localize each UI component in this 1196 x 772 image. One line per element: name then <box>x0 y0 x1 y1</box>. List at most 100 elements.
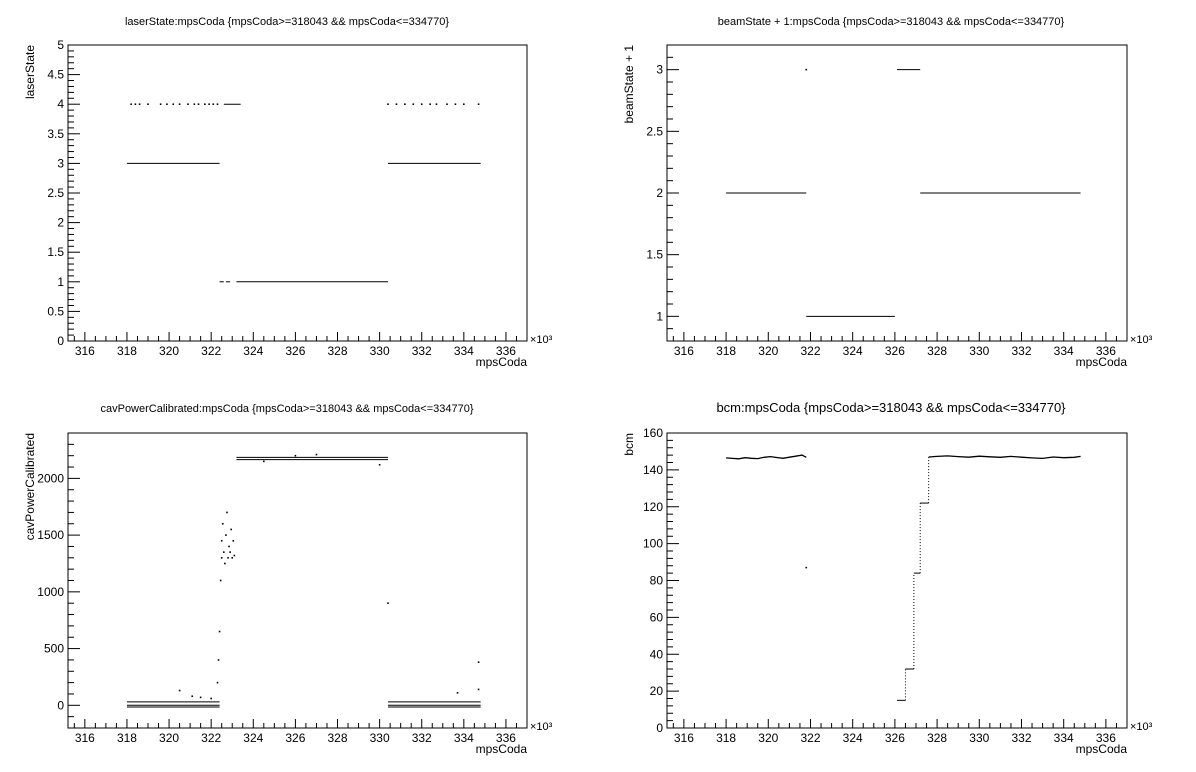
y-tick-label: 3 <box>656 63 663 77</box>
data-point <box>193 103 196 105</box>
chart-title: bcm:mpsCoda {mpsCoda>=318043 && mpsCoda<… <box>716 400 1066 415</box>
y-tick-label: 40 <box>650 647 664 661</box>
y-tick-label: 500 <box>44 642 64 656</box>
chart-title: beamState + 1:mpsCoda {mpsCoda>=318043 &… <box>718 16 1065 28</box>
y-axis-label: cavPowerCalibrated <box>23 433 37 540</box>
x-tick-label: 318 <box>716 344 736 358</box>
data-point <box>159 103 162 105</box>
data-point <box>220 539 223 542</box>
data-point <box>130 103 132 105</box>
y-tick-label: 0 <box>656 721 663 735</box>
data-point <box>208 103 210 105</box>
x-tick-label: 320 <box>159 344 179 358</box>
data-point <box>223 551 225 553</box>
data-point <box>178 689 181 692</box>
y-tick-label: 3 <box>57 156 64 170</box>
data-point <box>294 454 297 457</box>
data-point <box>477 688 480 691</box>
y-tick-label: 2.5 <box>646 124 663 138</box>
y-tick-label: 2 <box>656 186 663 200</box>
y-tick-label: 3.5 <box>47 127 64 141</box>
data-point <box>404 103 406 105</box>
y-tick-label: 4 <box>57 97 64 111</box>
data-point <box>138 103 141 105</box>
x-tick-label: 326 <box>885 344 905 358</box>
data-point <box>226 511 228 514</box>
x-tick-label: 320 <box>758 731 778 745</box>
data-point <box>456 692 459 694</box>
data-point <box>220 557 223 559</box>
data-point <box>216 681 219 684</box>
x-tick-label: 324 <box>243 344 263 358</box>
x-tick-label: 322 <box>800 731 820 745</box>
x-exponent-label: ×10³ <box>1130 334 1153 346</box>
y-axis-label: bcm <box>622 433 636 456</box>
bcm-ramp-transitions <box>904 456 930 701</box>
data-point <box>210 697 212 700</box>
data-point <box>147 103 149 105</box>
data-point <box>172 103 175 105</box>
data-point <box>225 534 227 536</box>
x-tick-label: 318 <box>117 344 137 358</box>
x-tick-label: 334 <box>454 731 474 745</box>
data-point <box>387 103 389 105</box>
x-tick-label: 322 <box>800 344 820 358</box>
x-tick-label: 332 <box>1011 344 1031 358</box>
data-point <box>429 103 431 105</box>
data-line <box>928 455 1081 460</box>
x-tick-label: 330 <box>370 731 390 745</box>
x-tick-label: 328 <box>327 731 347 745</box>
data-point <box>204 103 206 105</box>
x-tick-label: 316 <box>674 731 694 745</box>
data-point <box>420 103 423 105</box>
x-tick-label: 326 <box>885 731 905 745</box>
data-point <box>412 103 415 105</box>
x-tick-label: 326 <box>285 731 305 745</box>
x-tick-label: 316 <box>75 344 95 358</box>
x-axis-label: mpsCoda <box>476 355 528 369</box>
data-point <box>187 103 189 105</box>
data-point <box>395 103 398 105</box>
y-tick-label: 160 <box>643 426 663 440</box>
data-point <box>378 463 381 466</box>
x-tick-label: 318 <box>117 731 137 745</box>
x-tick-label: 328 <box>927 731 947 745</box>
chart-panel-2: beamState + 1:mpsCoda {mpsCoda>=318043 &… <box>622 16 1153 369</box>
chart-panel-3: cavPowerCalibrated:mpsCoda {mpsCoda>=318… <box>23 403 553 756</box>
data-point <box>232 539 235 542</box>
y-tick-label: 100 <box>643 537 663 551</box>
y-tick-label: 4.5 <box>47 68 64 82</box>
data-point <box>218 630 221 633</box>
x-tick-label: 330 <box>969 731 989 745</box>
data-point <box>446 103 448 105</box>
x-axis-label: mpsCoda <box>1076 355 1128 369</box>
data-point <box>217 659 220 661</box>
y-tick-label: 1 <box>656 309 663 323</box>
data-line <box>726 454 807 460</box>
y-axis-label: beamState + 1 <box>622 45 636 124</box>
data-point <box>216 103 219 105</box>
x-tick-label: 332 <box>1011 731 1031 745</box>
data-point <box>387 602 389 604</box>
data-point <box>199 696 202 699</box>
y-tick-label: 2 <box>57 216 64 230</box>
y-axis-label: laserState <box>23 45 37 99</box>
data-point <box>227 557 229 559</box>
x-tick-label: 322 <box>201 344 221 358</box>
x-tick-label: 328 <box>927 344 947 358</box>
x-tick-label: 336 <box>496 731 516 745</box>
data-point <box>228 545 230 548</box>
x-tick-label: 316 <box>674 344 694 358</box>
chart-panel-4: bcm:mpsCoda {mpsCoda>=318043 && mpsCoda<… <box>622 400 1153 756</box>
x-axis-label: mpsCoda <box>1076 742 1128 756</box>
data-point <box>477 661 480 663</box>
chart-title: cavPowerCalibrated:mpsCoda {mpsCoda>=318… <box>100 403 473 415</box>
data-point <box>477 103 480 105</box>
data-point <box>463 103 465 105</box>
y-tick-label: 1000 <box>37 585 64 599</box>
x-tick-label: 320 <box>159 731 179 745</box>
x-tick-label: 332 <box>412 731 432 745</box>
x-tick-label: 328 <box>327 344 347 358</box>
data-point <box>219 579 222 582</box>
